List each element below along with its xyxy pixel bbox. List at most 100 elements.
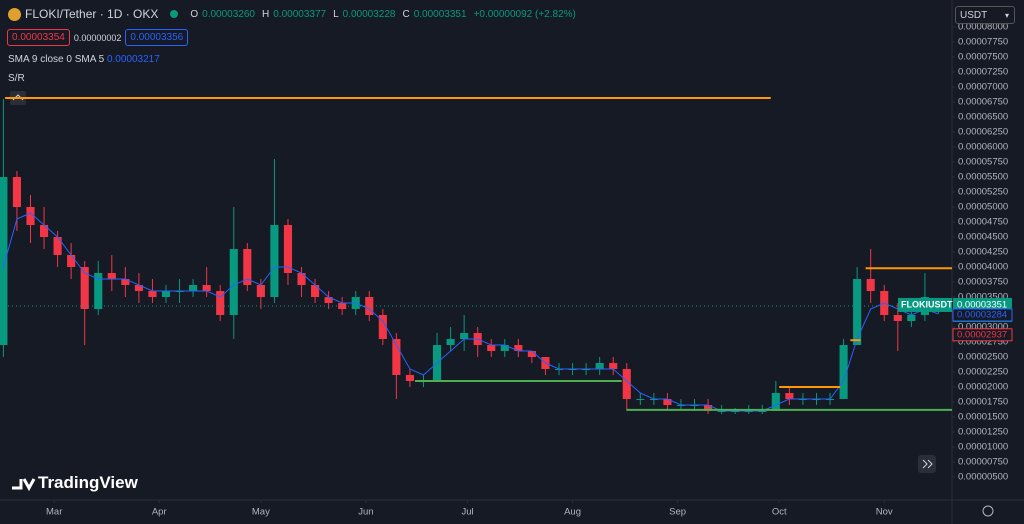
candle-body bbox=[839, 345, 848, 400]
ohlc-key: L bbox=[333, 8, 339, 20]
y-tick-label: 0.00007250 bbox=[958, 67, 1008, 78]
y-tick-label: 0.00006500 bbox=[958, 112, 1008, 123]
y-tick-label: 0.00003750 bbox=[958, 277, 1008, 288]
ohlc-key: O bbox=[190, 8, 199, 20]
candle-body bbox=[324, 297, 333, 304]
candle-body bbox=[514, 345, 523, 352]
candle-body bbox=[446, 339, 455, 346]
candle-body bbox=[94, 273, 103, 310]
candle-body bbox=[26, 207, 35, 226]
candle-body bbox=[771, 393, 780, 412]
y-tick-label: 0.00003500 bbox=[958, 292, 1008, 303]
candle-body bbox=[460, 333, 469, 340]
x-tick-label: Oct bbox=[772, 507, 787, 518]
candle-body bbox=[663, 399, 672, 406]
candle-body bbox=[297, 273, 306, 286]
symbol: FLOKI/Tether · 1D · OKX bbox=[25, 7, 159, 21]
candle-body bbox=[636, 399, 645, 401]
candle-body bbox=[893, 315, 902, 322]
candle-body bbox=[202, 285, 211, 292]
candle-body bbox=[405, 375, 415, 382]
candle-body bbox=[39, 225, 49, 238]
x-tick-label: Aug bbox=[564, 507, 581, 518]
y-tick-label: 0.00001250 bbox=[958, 427, 1008, 438]
candle-body bbox=[0, 177, 8, 346]
sma-line bbox=[2, 212, 939, 412]
ohlc-value: 0.00003351 bbox=[413, 8, 467, 20]
candle-body bbox=[256, 285, 265, 298]
candle-body bbox=[229, 249, 238, 316]
candle-body bbox=[121, 279, 130, 286]
sell-button[interactable]: 0.00003354 bbox=[7, 29, 70, 46]
y-tick-label: 0.00005500 bbox=[958, 172, 1008, 183]
candle-body bbox=[853, 279, 862, 346]
x-tick-label: May bbox=[252, 507, 270, 518]
header: FLOKI/Tether · 1D · OKX O 0.00003260 H 0.0… bbox=[8, 7, 579, 21]
candle-body bbox=[527, 351, 536, 358]
price-tag bbox=[952, 308, 1013, 322]
candle-body bbox=[189, 285, 198, 292]
candle-body bbox=[365, 297, 374, 316]
brand-logo bbox=[12, 478, 36, 492]
candle-body bbox=[243, 249, 252, 286]
settings-button[interactable] bbox=[982, 505, 994, 517]
brand: TradingView bbox=[38, 473, 138, 492]
symbol-name: FLOKIUSDT bbox=[901, 299, 953, 309]
status-dot bbox=[170, 10, 179, 18]
currency-select[interactable]: USDT ▾ bbox=[955, 6, 1015, 24]
y-tick-label: 0.00008000 bbox=[958, 22, 1008, 33]
y-tick-label: 0.00005750 bbox=[958, 157, 1008, 168]
candle-body bbox=[866, 279, 875, 292]
candle-body bbox=[67, 255, 76, 268]
y-tick-label: 0.00004750 bbox=[958, 217, 1008, 228]
ohlc-value: 0.00003377 bbox=[273, 8, 327, 20]
y-tick-label: 0.00004500 bbox=[958, 232, 1008, 243]
candle-body bbox=[80, 267, 89, 310]
candle-body bbox=[609, 363, 618, 370]
currency: USDT bbox=[960, 10, 988, 21]
y-tick-label: 0.00001000 bbox=[958, 442, 1008, 453]
x-tick-label: Jul bbox=[461, 507, 473, 518]
y-tick-label: 0.00007750 bbox=[958, 37, 1008, 48]
y-tick-label: 0.00004250 bbox=[958, 247, 1008, 258]
candle-body bbox=[378, 315, 387, 340]
candle-body bbox=[161, 291, 171, 298]
scroll-icon bbox=[922, 459, 933, 469]
candle-body bbox=[148, 291, 157, 298]
sma-legend: SMA 9 close 0 SMA 5 0.00003217 bbox=[8, 54, 160, 65]
y-tick-label: 0.00006000 bbox=[958, 142, 1008, 153]
sr-legend: S/R bbox=[8, 73, 25, 84]
y-tick-label: 0.00005250 bbox=[958, 187, 1008, 198]
x-tick-label: Jun bbox=[358, 507, 373, 518]
candle-body bbox=[134, 285, 143, 292]
y-tick-label: 0.00002250 bbox=[958, 367, 1008, 378]
candle-body bbox=[622, 369, 631, 400]
candle-body bbox=[595, 363, 604, 370]
last-price-label: 0.00003351 bbox=[957, 299, 1007, 310]
y-tick-label: 0.00007500 bbox=[958, 52, 1008, 63]
x-tick-label: Mar bbox=[46, 507, 62, 518]
symbol-icon bbox=[8, 7, 21, 21]
price-tag bbox=[952, 328, 1013, 342]
candle-body bbox=[392, 339, 401, 376]
candle-body bbox=[311, 285, 320, 298]
y-tick-label: 0.00006750 bbox=[958, 97, 1008, 108]
candle-body bbox=[487, 345, 496, 352]
y-tick-label: 0.00000500 bbox=[958, 472, 1008, 483]
y-tick-label: 0.00000750 bbox=[958, 457, 1008, 468]
ohlc-value: 0.00003228 bbox=[342, 8, 396, 20]
y-tick-label: 0.00004000 bbox=[958, 262, 1008, 273]
candle-body bbox=[12, 177, 22, 208]
y-tick-label: 0.00002000 bbox=[958, 382, 1008, 393]
ohlc-key: C bbox=[402, 8, 410, 20]
price-tag-label: 0.00003284 bbox=[957, 309, 1007, 320]
candle-body bbox=[785, 393, 794, 400]
y-tick-label: 0.00006250 bbox=[958, 127, 1008, 138]
y-tick-label: 0.00005000 bbox=[958, 202, 1008, 213]
y-tick-label: 0.00007000 bbox=[958, 82, 1008, 93]
buy-button[interactable]: 0.00003356 bbox=[125, 29, 189, 46]
candle-body bbox=[216, 291, 225, 316]
candle-body bbox=[704, 405, 713, 412]
x-tick-label: Sep bbox=[669, 507, 686, 518]
